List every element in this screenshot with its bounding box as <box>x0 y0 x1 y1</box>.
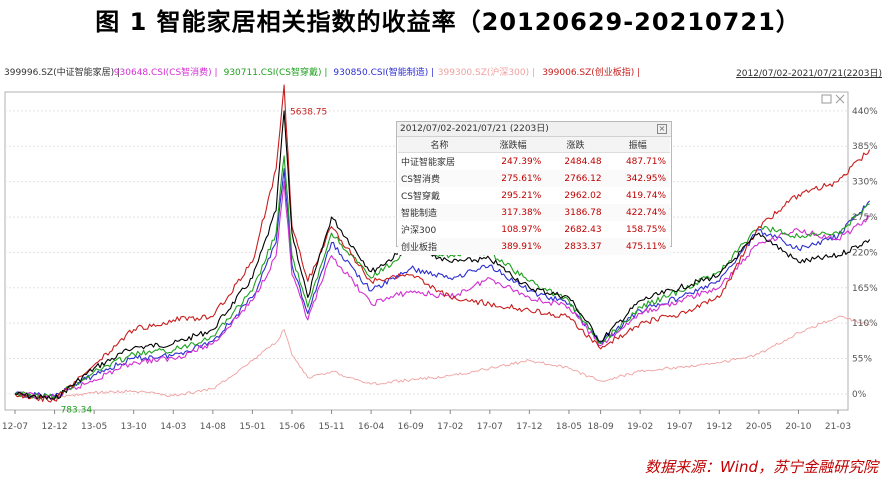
table-row: CS智消费 275.61% 2766.12 342.95% <box>398 170 670 187</box>
series-line <box>14 84 871 403</box>
y-tick-label: 110% <box>852 319 878 329</box>
stats-table-panel: 2012/07/02-2021/07/21 (2203日) × 名称 涨跌幅 涨跌振… <box>396 121 672 255</box>
x-tick-label: 16-04 <box>358 422 384 432</box>
column-header[interactable]: 涨跌 <box>545 137 606 153</box>
x-tick-label: 15-11 <box>318 422 344 432</box>
stats-table-title: 2012/07/02-2021/07/21 (2203日) <box>400 124 549 134</box>
legend-item[interactable]: 399996.SZ(中证智能家居) | <box>4 68 121 78</box>
series-line <box>14 181 871 400</box>
row-name-cell: 智能制造 <box>398 204 481 221</box>
table-row: 中证智能家居 247.39% 2484.48 487.71% <box>398 153 670 171</box>
close-icon[interactable]: × <box>657 124 667 134</box>
table-row: 智能制造 317.38% 3186.78 422.74% <box>398 204 670 221</box>
value-cell: 487.71% <box>625 156 666 167</box>
table-row: 创业板指 389.91% 2833.37 475.11% <box>398 238 670 255</box>
x-tick-label: 12-12 <box>41 422 67 432</box>
x-tick-label: 19-12 <box>706 422 732 432</box>
row-name-cell: CS智消费 <box>398 170 481 187</box>
table-row: CS智穿戴 295.21% 2962.02 419.74% <box>398 187 670 204</box>
legend-item[interactable]: 930711.CSI(CS智穿戴) | <box>223 68 328 78</box>
y-tick-label: 0% <box>852 390 867 400</box>
value-cell: 158.75% <box>625 224 666 235</box>
y-tick-label: 165% <box>852 284 878 294</box>
row-name-cell: 中证智能家居 <box>401 158 456 168</box>
x-tick-label: 14-03 <box>160 422 186 432</box>
table-row: 沪深300 108.97% 2682.43 158.75% <box>398 221 670 238</box>
column-header[interactable]: 涨跌幅 <box>480 137 546 153</box>
x-tick-label: 17-12 <box>516 422 542 432</box>
legend-item[interactable]: 399006.SZ(创业板指) | <box>542 68 641 78</box>
y-tick-label: 385% <box>852 142 878 152</box>
y-tick-label: 440% <box>852 107 878 117</box>
series-line <box>14 315 870 399</box>
value-cell: 342.95% <box>605 170 670 187</box>
column-header[interactable]: 名称 <box>398 137 481 153</box>
annotation-label: 5638.75 <box>290 107 327 117</box>
x-tick-label: 19-02 <box>627 422 653 432</box>
x-tick-label: 16-09 <box>398 422 424 432</box>
value-cell: 422.74% <box>605 204 670 221</box>
y-tick-label: 220% <box>852 248 878 258</box>
row-name-cell: CS智穿戴 <box>401 192 440 202</box>
x-tick-label: 21-03 <box>825 422 851 432</box>
value-cell: 108.97% <box>501 224 542 235</box>
value-cell: 475.11% <box>605 238 670 255</box>
x-tick-label: 18-09 <box>588 422 614 432</box>
x-tick-label: 20-05 <box>746 422 772 432</box>
close-chart-icon <box>835 94 845 104</box>
legend-item[interactable]: 930850.CSI(智能制造) | <box>333 68 435 78</box>
value-cell: 2682.43 <box>564 224 602 235</box>
x-tick-label: 14-08 <box>200 422 226 432</box>
x-tick-label: 15-06 <box>279 422 305 432</box>
value-cell: 295.21% <box>501 190 542 201</box>
legend-item[interactable]: 930648.CSI(CS智消费) | <box>113 68 218 78</box>
stats-table-header: 2012/07/02-2021/07/21 (2203日) × <box>397 122 671 137</box>
column-header[interactable]: 振幅 <box>605 137 670 153</box>
legend-item[interactable]: 399300.SZ(沪深300) | <box>437 68 535 78</box>
value-cell: 2484.48 <box>564 156 602 167</box>
y-tick-label: 55% <box>852 355 872 365</box>
x-tick-label: 19-07 <box>667 422 693 432</box>
y-tick-label: 275% <box>852 213 878 223</box>
value-cell: 3186.78 <box>545 204 606 221</box>
annotation-label: 783.34 <box>61 405 93 415</box>
value-cell: 317.38% <box>480 204 546 221</box>
maximize-icon <box>821 94 832 104</box>
x-tick-label: 12-07 <box>2 422 28 432</box>
chart-title: 图 1 智能家居相关指数的收益率（20120629-20210721） <box>95 8 801 36</box>
source-note: 数据来源：Wind，苏宁金融研究院 <box>644 458 878 476</box>
stats-table: 名称 涨跌幅 涨跌 振幅 中证智能家居 247.39% 2484.48 487.71% CS智… <box>398 137 670 255</box>
value-cell: 2962.02 <box>564 190 602 201</box>
series-line <box>14 110 871 400</box>
y-tick-label: 330% <box>852 178 878 188</box>
value-cell: 2833.37 <box>545 238 606 255</box>
x-tick-label: 17-07 <box>477 422 503 432</box>
value-cell: 389.91% <box>480 238 546 255</box>
x-tick-label: 18-05 <box>556 422 582 432</box>
x-tick-label: 17-02 <box>437 422 463 432</box>
date-range-label[interactable]: 2012/07/02-2021/07/21(2203日) <box>736 69 882 79</box>
value-cell: 2766.12 <box>545 170 606 187</box>
value-cell: 419.74% <box>625 190 666 201</box>
x-tick-label: 15-01 <box>239 422 265 432</box>
x-tick-label: 13-05 <box>81 422 107 432</box>
row-name-cell: 沪深300 <box>401 226 437 236</box>
row-name-cell: 创业板指 <box>398 238 481 255</box>
series-line <box>14 168 871 400</box>
value-cell: 247.39% <box>501 156 542 167</box>
legend: 399996.SZ(中证智能家居) | 930648.CSI(CS智消费) | 93… <box>0 66 896 80</box>
series-line <box>14 155 870 400</box>
value-cell: 275.61% <box>480 170 546 187</box>
x-tick-label: 20-10 <box>785 422 811 432</box>
x-tick-label: 13-10 <box>121 422 147 432</box>
